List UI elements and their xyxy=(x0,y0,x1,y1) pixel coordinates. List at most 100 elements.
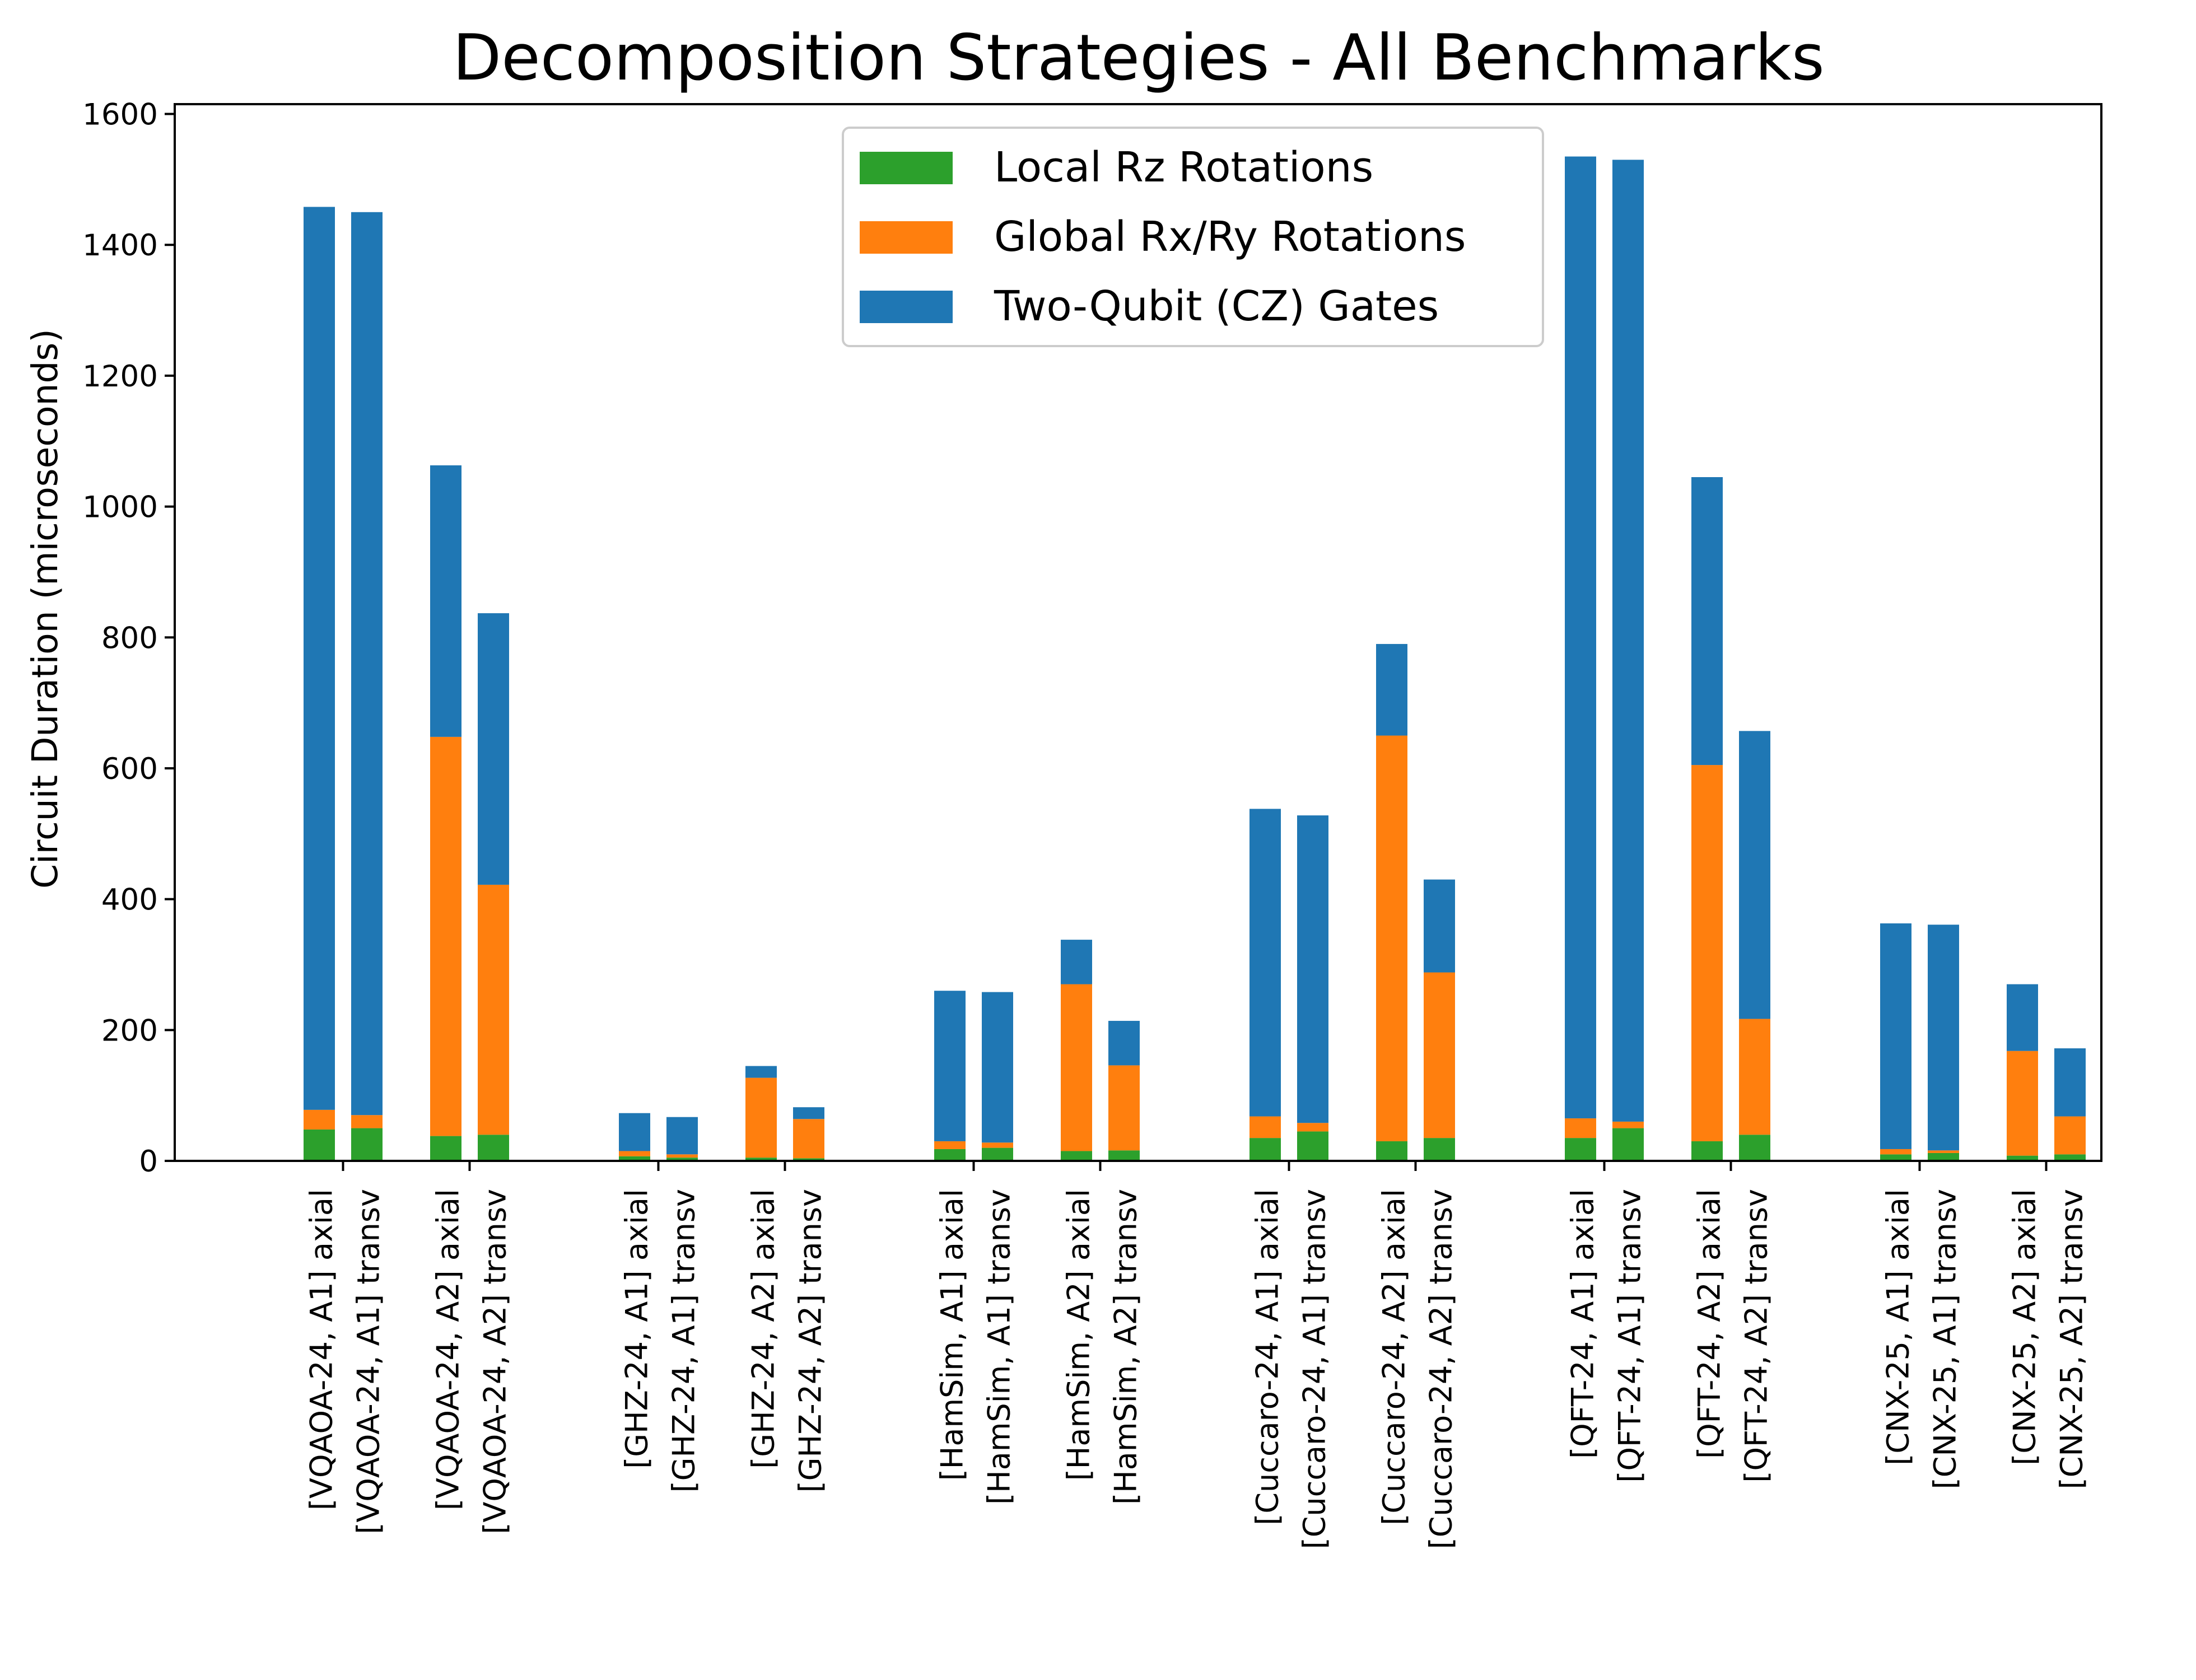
bar-segment-3-cat-5-axial xyxy=(934,991,966,1141)
x-tick-label-9: [QFT-24, A1] axial [QFT-24, A1] transv xyxy=(1565,1189,1648,1483)
bar-segment-3-cat-12-transv xyxy=(2054,1048,2086,1117)
bar-segment-1-cat-11-transv xyxy=(1928,1152,1959,1161)
bar-segment-3-cat-4-axial xyxy=(745,1066,777,1078)
bar-segment-1-cat-3-transv xyxy=(666,1158,698,1161)
y-tick-label-9: 1600 xyxy=(82,98,158,132)
legend-swatch-3 xyxy=(860,291,953,323)
bar-segment-2-cat-1-transv xyxy=(351,1115,383,1128)
bar-segment-1-cat-1-axial xyxy=(304,1129,335,1161)
y-tick-label-2: 200 xyxy=(101,1014,158,1048)
bar-segment-3-cat-2-axial xyxy=(430,465,461,737)
bar-segment-1-cat-5-axial xyxy=(934,1149,966,1161)
bar-segment-2-cat-2-axial xyxy=(430,736,461,1136)
bar-segment-2-cat-10-transv xyxy=(1739,1019,1770,1135)
bar-segment-1-cat-11-axial xyxy=(1880,1154,1911,1161)
bar-segment-2-cat-9-axial xyxy=(1565,1118,1596,1138)
y-tick-label-7: 1200 xyxy=(82,360,158,394)
bar-segment-2-cat-9-transv xyxy=(1612,1121,1644,1128)
bar-segment-3-cat-11-transv xyxy=(1928,925,1959,1151)
bar-segment-3-cat-1-axial xyxy=(304,207,335,1110)
x-tick-label-12: [CNX-25, A2] axial [CNX-25, A2] transv xyxy=(2007,1189,2090,1489)
bar-segment-2-cat-12-axial xyxy=(2007,1051,2038,1156)
x-tick-label-3: [GHZ-24, A1] axial [GHZ-24, A1] transv xyxy=(619,1189,702,1492)
x-tick-label-1: [VQAOA-24, A1] axial [VQAOA-24, A1] trans… xyxy=(304,1189,386,1534)
bar-segment-1-cat-2-axial xyxy=(430,1136,461,1161)
bar-segment-1-cat-7-axial xyxy=(1249,1138,1281,1161)
bar-segment-3-cat-4-transv xyxy=(793,1107,824,1119)
bar-segment-2-cat-12-transv xyxy=(2054,1116,2086,1155)
bar-segment-3-cat-9-axial xyxy=(1565,156,1596,1119)
x-tick-label-2: [VQAOA-24, A2] axial [VQAOA-24, A2] trans… xyxy=(431,1189,513,1534)
legend-box xyxy=(842,127,1544,347)
legend: Local Rz Rotations Global Rx/Ry Rotations… xyxy=(842,127,1544,347)
bar-segment-2-cat-6-transv xyxy=(1108,1065,1140,1151)
bar-segment-2-cat-8-axial xyxy=(1376,735,1407,1141)
x-tick-label-7: [Cuccaro-24, A1] axial [Cuccaro-24, A1] t… xyxy=(1250,1189,1332,1549)
chart-title: Decomposition Strategies - All Benchmark… xyxy=(453,21,1825,95)
bar-segment-1-cat-8-transv xyxy=(1424,1138,1455,1161)
y-tick-label-3: 400 xyxy=(101,883,158,917)
bar-segment-2-cat-6-axial xyxy=(1061,984,1092,1151)
legend-label-3: Two-Qubit (CZ) Gates xyxy=(994,282,1439,330)
bar-segment-1-cat-7-transv xyxy=(1297,1131,1328,1161)
bar-segment-1-cat-9-transv xyxy=(1612,1128,1644,1161)
x-tick-label-5: [HamSim, A1] axial [HamSim, A1] transv xyxy=(935,1189,1017,1505)
bar-segment-1-cat-1-transv xyxy=(351,1128,383,1161)
bar-segment-2-cat-7-transv xyxy=(1297,1123,1328,1132)
bar-segment-2-cat-4-axial xyxy=(745,1077,777,1158)
y-tick-label-4: 600 xyxy=(101,752,158,786)
bar-segment-1-cat-12-axial xyxy=(2007,1155,2038,1161)
plot-frame xyxy=(174,103,2102,1162)
x-tick-label-6: [HamSim, A2] axial [HamSim, A2] transv xyxy=(1061,1189,1144,1505)
bar-segment-3-cat-12-axial xyxy=(2007,984,2038,1051)
bar-segment-3-cat-6-transv xyxy=(1108,1020,1140,1066)
bar-segment-3-cat-2-transv xyxy=(478,613,509,885)
legend-label-1: Local Rz Rotations xyxy=(994,143,1373,192)
bar-segment-1-cat-8-axial xyxy=(1376,1141,1407,1161)
x-tick-label-10: [QFT-24, A2] axial [QFT-24, A2] transv xyxy=(1692,1189,1774,1483)
y-tick-label-8: 1400 xyxy=(82,228,158,263)
bars xyxy=(304,156,2086,1161)
bar-segment-3-cat-1-transv xyxy=(351,212,383,1116)
bar-segment-3-cat-3-axial xyxy=(619,1113,650,1151)
bar-segment-1-cat-6-axial xyxy=(1061,1151,1092,1161)
bar-segment-3-cat-7-transv xyxy=(1297,815,1328,1123)
bar-segment-2-cat-4-transv xyxy=(793,1119,824,1159)
x-tick-label-11: [CNX-25, A1] axial [CNX-25, A1] transv xyxy=(1881,1189,1963,1489)
bar-segment-1-cat-9-axial xyxy=(1565,1138,1596,1161)
bar-segment-2-cat-3-axial xyxy=(619,1151,650,1156)
bar-segment-2-cat-5-transv xyxy=(982,1142,1013,1148)
bar-segment-3-cat-8-axial xyxy=(1376,643,1407,736)
bar-segment-1-cat-5-transv xyxy=(982,1147,1013,1161)
bar-segment-2-cat-11-transv xyxy=(1928,1150,1959,1153)
x-tick-label-8: [Cuccaro-24, A2] axial [Cuccaro-24, A2] t… xyxy=(1377,1189,1459,1549)
y-axis: 0 200 400 600 800 1000 1200 1400 1600 xyxy=(82,98,175,1179)
bar-segment-1-cat-3-axial xyxy=(619,1156,650,1161)
bar-segment-1-cat-12-transv xyxy=(2054,1154,2086,1161)
bar-segment-2-cat-7-axial xyxy=(1249,1116,1281,1138)
bar-segment-3-cat-11-axial xyxy=(1880,923,1911,1149)
bar-segment-2-cat-10-axial xyxy=(1691,765,1723,1141)
bar-segment-2-cat-5-axial xyxy=(934,1141,966,1149)
legend-swatch-2 xyxy=(860,221,953,254)
bar-segment-2-cat-8-transv xyxy=(1424,972,1455,1138)
bar-segment-3-cat-8-transv xyxy=(1424,879,1455,973)
bar-segment-1-cat-10-axial xyxy=(1691,1141,1723,1161)
legend-swatch-1 xyxy=(860,152,953,184)
x-axis: [VQAOA-24, A1] axial [VQAOA-24, A1] trans… xyxy=(304,1161,2090,1549)
bar-segment-1-cat-2-transv xyxy=(478,1135,509,1161)
y-tick-label-1: 0 xyxy=(139,1145,158,1179)
x-tick-label-4: [GHZ-24, A2] axial [GHZ-24, A2] transv xyxy=(746,1189,828,1492)
bar-segment-3-cat-3-transv xyxy=(666,1117,698,1155)
bar-segment-1-cat-4-transv xyxy=(793,1158,824,1161)
bar-segment-3-cat-10-transv xyxy=(1739,731,1770,1019)
bar-segment-2-cat-11-axial xyxy=(1880,1149,1911,1155)
bar-segment-3-cat-6-axial xyxy=(1061,940,1092,984)
bar-segment-1-cat-4-axial xyxy=(745,1158,777,1161)
bar-segment-1-cat-10-transv xyxy=(1739,1135,1770,1161)
bar-segment-2-cat-3-transv xyxy=(666,1154,698,1158)
bar-segment-3-cat-7-axial xyxy=(1249,809,1281,1117)
bar-segment-3-cat-5-transv xyxy=(982,992,1013,1143)
y-tick-label-5: 800 xyxy=(101,621,158,655)
legend-label-2: Global Rx/Ry Rotations xyxy=(994,213,1466,261)
